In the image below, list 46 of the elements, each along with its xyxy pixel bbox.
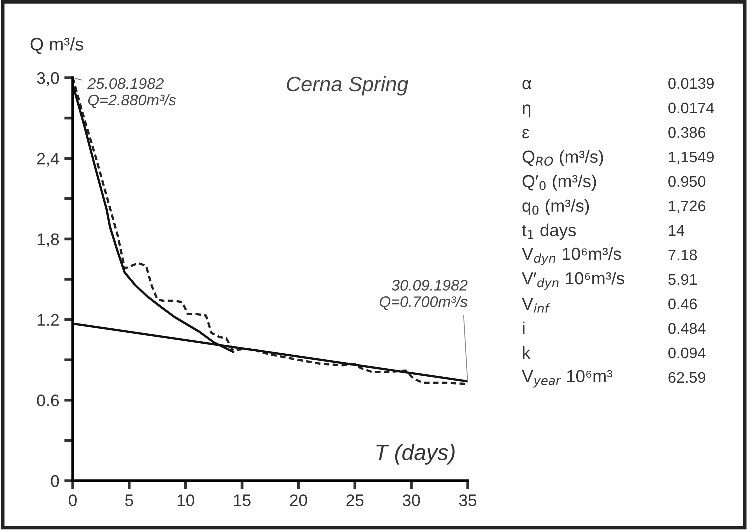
x-tick-label: 0: [69, 494, 77, 506]
text: Q$_{RO}$ (m³/s): [522, 150, 604, 167]
text: 0.46: [668, 298, 698, 310]
text: η: [522, 104, 531, 118]
text: 5.91: [668, 274, 697, 286]
text: 1,1549: [669, 152, 714, 164]
text: 62.59: [668, 372, 706, 384]
x-tick-label: 15: [234, 494, 251, 506]
text: 0.0139: [668, 78, 714, 90]
text: Q′$_{0}$ (m³/s): [522, 174, 596, 192]
x-tick-label: 30: [402, 494, 420, 506]
chart-title: Cerna Spring: [287, 76, 409, 96]
text: 7.18: [668, 250, 698, 261]
annotation: 25.08.1982 Q=2.880m³/s: [88, 78, 176, 108]
y-tick-label: 1.2: [38, 314, 59, 326]
y-tick-label: 0.6: [37, 394, 60, 407]
text: t$_{1}$ days: [522, 224, 576, 240]
annotation: 30.09.1982 Q=0.700m³/s: [380, 280, 468, 310]
text: α: [522, 80, 532, 90]
line-series: [73, 78, 468, 386]
y-tick-label: 1,8: [38, 234, 60, 248]
x-tick-label: 10: [178, 494, 194, 506]
text: 0.950: [668, 176, 706, 188]
x-tick-label: 35: [459, 494, 477, 506]
text: k: [523, 346, 531, 359]
text: 0.484: [668, 323, 706, 334]
text: 0.386: [668, 127, 706, 138]
y-tick-label: 3,0: [37, 72, 60, 86]
text: V$_{inf}$: [522, 298, 551, 313]
text: 0.094: [668, 348, 706, 359]
x-axis-title: T (days): [376, 444, 455, 465]
text: q$_{0}$ (m³/s): [522, 199, 590, 216]
text: V′$_{dyn}$ 10⁶m³/s: [522, 272, 624, 290]
text: 1,726: [669, 200, 706, 214]
y-axis-title: Q m³/s: [30, 38, 84, 54]
x-tick-label: 5: [125, 494, 134, 506]
text: 14: [669, 225, 685, 236]
x-tick-label: 25: [346, 494, 364, 506]
text: ε: [522, 129, 530, 139]
x-tick-label: 20: [290, 494, 308, 506]
text: i: [523, 322, 525, 334]
text: V$_{dyn}$ 10⁶m³/s: [522, 247, 622, 266]
text: V$_{year}$ 10⁶m³: [522, 370, 613, 388]
y-tick-label: 2,4: [37, 153, 60, 167]
y-tick-label: 0: [51, 475, 60, 488]
text: 0.0174: [668, 102, 714, 114]
